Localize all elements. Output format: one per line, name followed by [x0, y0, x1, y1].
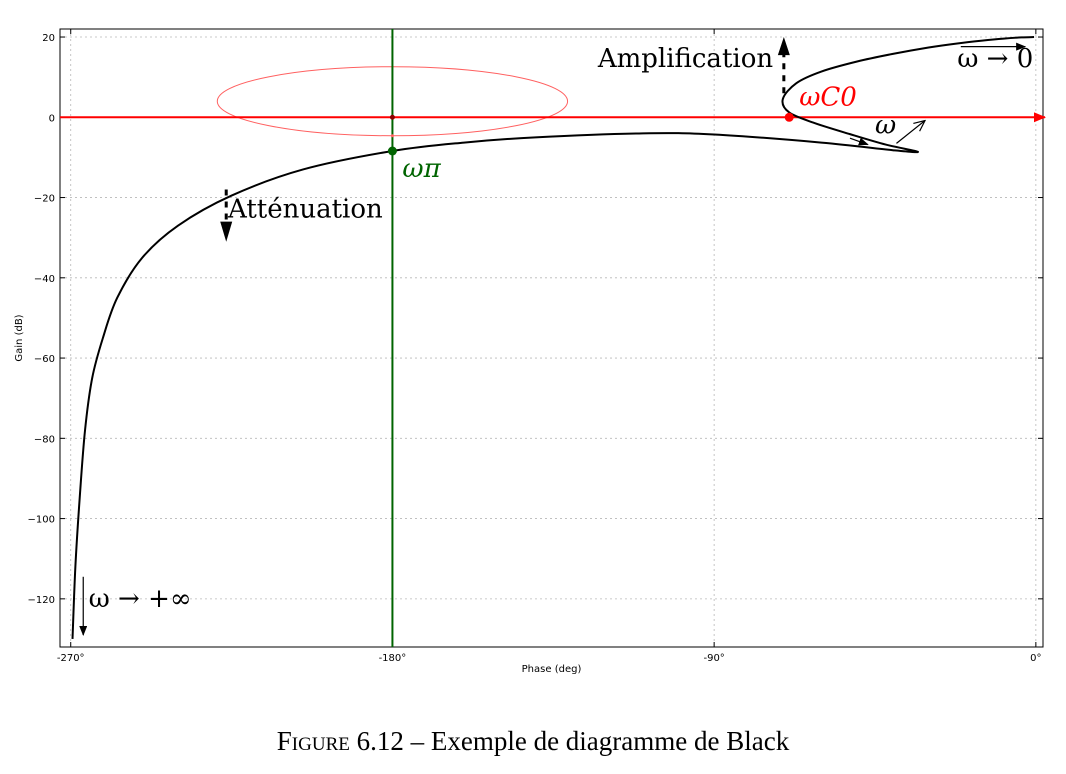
y-tick-label: 20: [42, 33, 55, 44]
y-tick-label: −120: [28, 595, 55, 606]
omega-to-zero-label: ω → 0: [957, 44, 1033, 74]
attenuation-arrowhead: [220, 221, 233, 242]
x-tick-label: 0°: [1030, 653, 1041, 664]
curve-direction-arrow: [849, 137, 869, 146]
x-axis: -270° -180° -90° 0°: [57, 29, 1042, 664]
omega-pi-point: [387, 146, 397, 156]
figure-number: Figure 6.12: [276, 726, 404, 756]
omega-label: ω: [875, 110, 896, 140]
y-tick-label: −60: [34, 354, 55, 365]
x-tick-label: -90°: [703, 653, 724, 664]
amplification-arrowhead: [777, 37, 790, 56]
y-tick-label: −80: [34, 434, 55, 445]
omega-to-infinity-label: ω → +∞: [89, 584, 192, 614]
x-tick-label: -270°: [57, 653, 85, 664]
y-axis: 20 0 −20 −40 −60 −80 −100 −120: [28, 33, 1043, 606]
y-tick-label: −20: [34, 194, 55, 205]
y-tick-label: 0: [49, 113, 55, 124]
y-axis-label: Gain (dB): [14, 314, 25, 361]
attenuation-label: Atténuation: [227, 195, 383, 225]
y-tick-label: −100: [28, 515, 55, 526]
points: ωC0 ωπ: [220, 37, 857, 242]
figure-caption: Figure 6.12 – Exemple de diagramme de Bl…: [0, 726, 1066, 757]
caption-text: Exemple de diagramme de Black: [430, 726, 790, 756]
omega-c0-point: [784, 112, 794, 122]
y-tick-label: −40: [34, 274, 55, 285]
amplification-label: Amplification: [597, 44, 774, 74]
caption-separator: –: [403, 726, 431, 756]
omega-increasing-arrow: [896, 120, 925, 144]
omega-c0-label: ωC0: [799, 82, 857, 112]
black-locus-curve: [71, 36, 1035, 640]
x-tick-label: -180°: [379, 653, 407, 664]
omega-pi-label: ωπ: [402, 154, 441, 184]
x-axis-label: Phase (deg): [522, 664, 582, 675]
plot-frame: [59, 28, 1044, 648]
intersection-marker: [389, 114, 395, 120]
black-diagram-chart: -270° -180° -90° 0° 20 0 −20 −40 −60 −80 −100 −120…: [14, 28, 1046, 675]
ellipse-marker: [390, 134, 394, 138]
